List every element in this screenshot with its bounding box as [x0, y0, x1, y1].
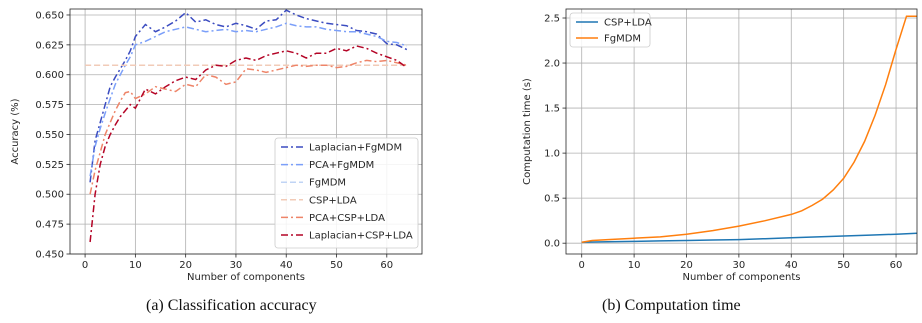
plot-frame [565, 8, 918, 255]
x-tick-label: 40 [785, 260, 798, 271]
legend-label-pca-csp-lda: PCA+CSP+LDA [309, 213, 385, 224]
x-tick-label: 0 [579, 260, 585, 271]
y-axis-label: Accuracy (%) [10, 98, 21, 164]
series-line-laplacian-fgmdm [89, 9, 408, 183]
x-tick-label: 10 [129, 260, 142, 271]
x-axis-label: Number of components [187, 272, 305, 283]
legend-label-pca-fgmdm: PCA+FgMDM [309, 160, 374, 171]
y-tick-label: 0.5 [544, 194, 560, 205]
y-tick-label: 0.450 [35, 250, 64, 261]
x-tick-label: 0 [82, 260, 88, 271]
legend-label-laplacian-fgmdm: Laplacian+FgMDM [309, 143, 402, 154]
x-tick-label: 30 [733, 260, 746, 271]
x-tick-label: 50 [837, 260, 850, 271]
y-tick-label: 1.0 [544, 149, 560, 160]
legend-label-csp-lda: CSP+LDA [604, 18, 652, 29]
y-tick-label: 0.475 [35, 220, 64, 231]
x-axis-label: Number of components [683, 272, 801, 283]
series-line-laplacian-csp-lda [89, 45, 408, 243]
x-tick-label: 60 [380, 260, 393, 271]
panel-accuracy: 0 10 20 30 40 50 60 0.450 0.475 0.500 0.525 0.550 0.… [10, 8, 423, 283]
legend-label-csp-lda: CSP+LDA [309, 195, 357, 206]
caption-accuracy: (a) Classification accuracy [146, 297, 317, 314]
y-tick-label: 0.600 [35, 70, 64, 81]
legend-label-laplacian-csp-lda: Laplacian+CSP+LDA [309, 231, 413, 242]
y-tick-label: 0.0 [544, 239, 560, 250]
x-tick-label: 10 [628, 260, 641, 271]
y-tick-label: 2.5 [544, 14, 560, 25]
y-tick-label: 2.0 [544, 59, 560, 70]
y-tick-label: 0.625 [35, 40, 64, 51]
y-tick-label: 0.550 [35, 130, 64, 141]
x-tick-label: 20 [179, 260, 192, 271]
y-tick-label: 0.525 [35, 160, 64, 171]
series-line-pca-fgmdm [89, 22, 408, 177]
x-tick-label: 50 [330, 260, 343, 271]
series-line-fgmdm [581, 15, 917, 244]
legend: CSP+LDA FgMDM [569, 12, 652, 48]
legend-label-fgmdm: FgMDM [604, 34, 641, 45]
y-tick-label: 0.500 [35, 190, 64, 201]
y-tick-label: 0.575 [35, 100, 64, 111]
x-tick-label: 40 [280, 260, 293, 271]
x-tick-label: 30 [230, 260, 243, 271]
series-line-csp-lda [581, 232, 917, 244]
legend-label-fgmdm: FgMDM [309, 178, 346, 189]
series-line-pca-csp-lda [89, 59, 408, 195]
x-tick-label: 20 [680, 260, 693, 271]
plot-frame [69, 8, 423, 255]
y-tick-label: 1.5 [544, 104, 560, 115]
y-tick-label: 0.650 [35, 10, 64, 21]
legend-frame [274, 137, 419, 249]
panel-computation-time: 0 10 20 30 40 50 60 0.0 0.5 1.0 1.5 2.0 2.5 Number of… [522, 8, 918, 283]
caption-computation-time: (b) Computation time [602, 297, 741, 314]
x-tick-label: 60 [890, 260, 903, 271]
y-axis-label: Computation time (s) [522, 78, 533, 185]
legend: Laplacian+FgMDM PCA+FgMDM FgMDM CSP+LDA PCA+… [274, 137, 419, 249]
